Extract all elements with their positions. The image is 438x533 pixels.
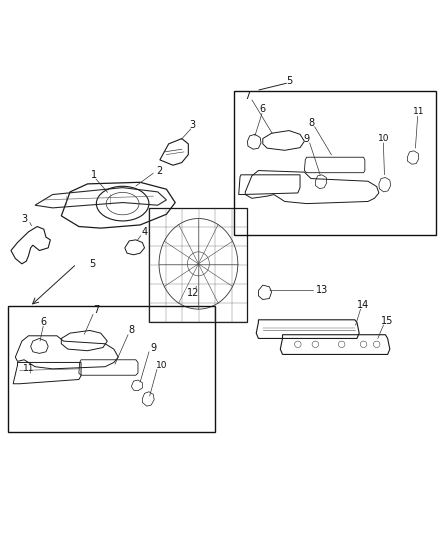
Text: 3: 3 [21, 214, 27, 223]
Text: 8: 8 [308, 118, 314, 127]
Text: 3: 3 [190, 120, 196, 130]
Text: 15: 15 [381, 316, 394, 326]
Text: 9: 9 [304, 134, 310, 143]
Text: 5: 5 [286, 76, 292, 86]
Text: 7: 7 [244, 91, 251, 101]
Text: 2: 2 [157, 166, 163, 175]
Bar [149, 208, 247, 322]
Text: 6: 6 [41, 318, 47, 327]
Text: 10: 10 [156, 361, 168, 369]
Bar [234, 91, 436, 235]
Text: 11: 11 [413, 108, 424, 116]
Text: 4: 4 [141, 227, 148, 237]
Text: 6: 6 [260, 104, 266, 114]
Text: 13: 13 [316, 286, 328, 295]
Text: 9: 9 [150, 343, 156, 352]
Text: 14: 14 [357, 300, 370, 310]
Text: 12: 12 [187, 288, 199, 298]
Text: 5: 5 [89, 259, 95, 269]
Text: 1: 1 [91, 170, 97, 180]
Text: 11: 11 [23, 365, 34, 373]
Text: 10: 10 [378, 134, 389, 143]
Text: 7: 7 [93, 305, 99, 315]
Text: 8: 8 [128, 326, 134, 335]
Bar [8, 306, 215, 432]
